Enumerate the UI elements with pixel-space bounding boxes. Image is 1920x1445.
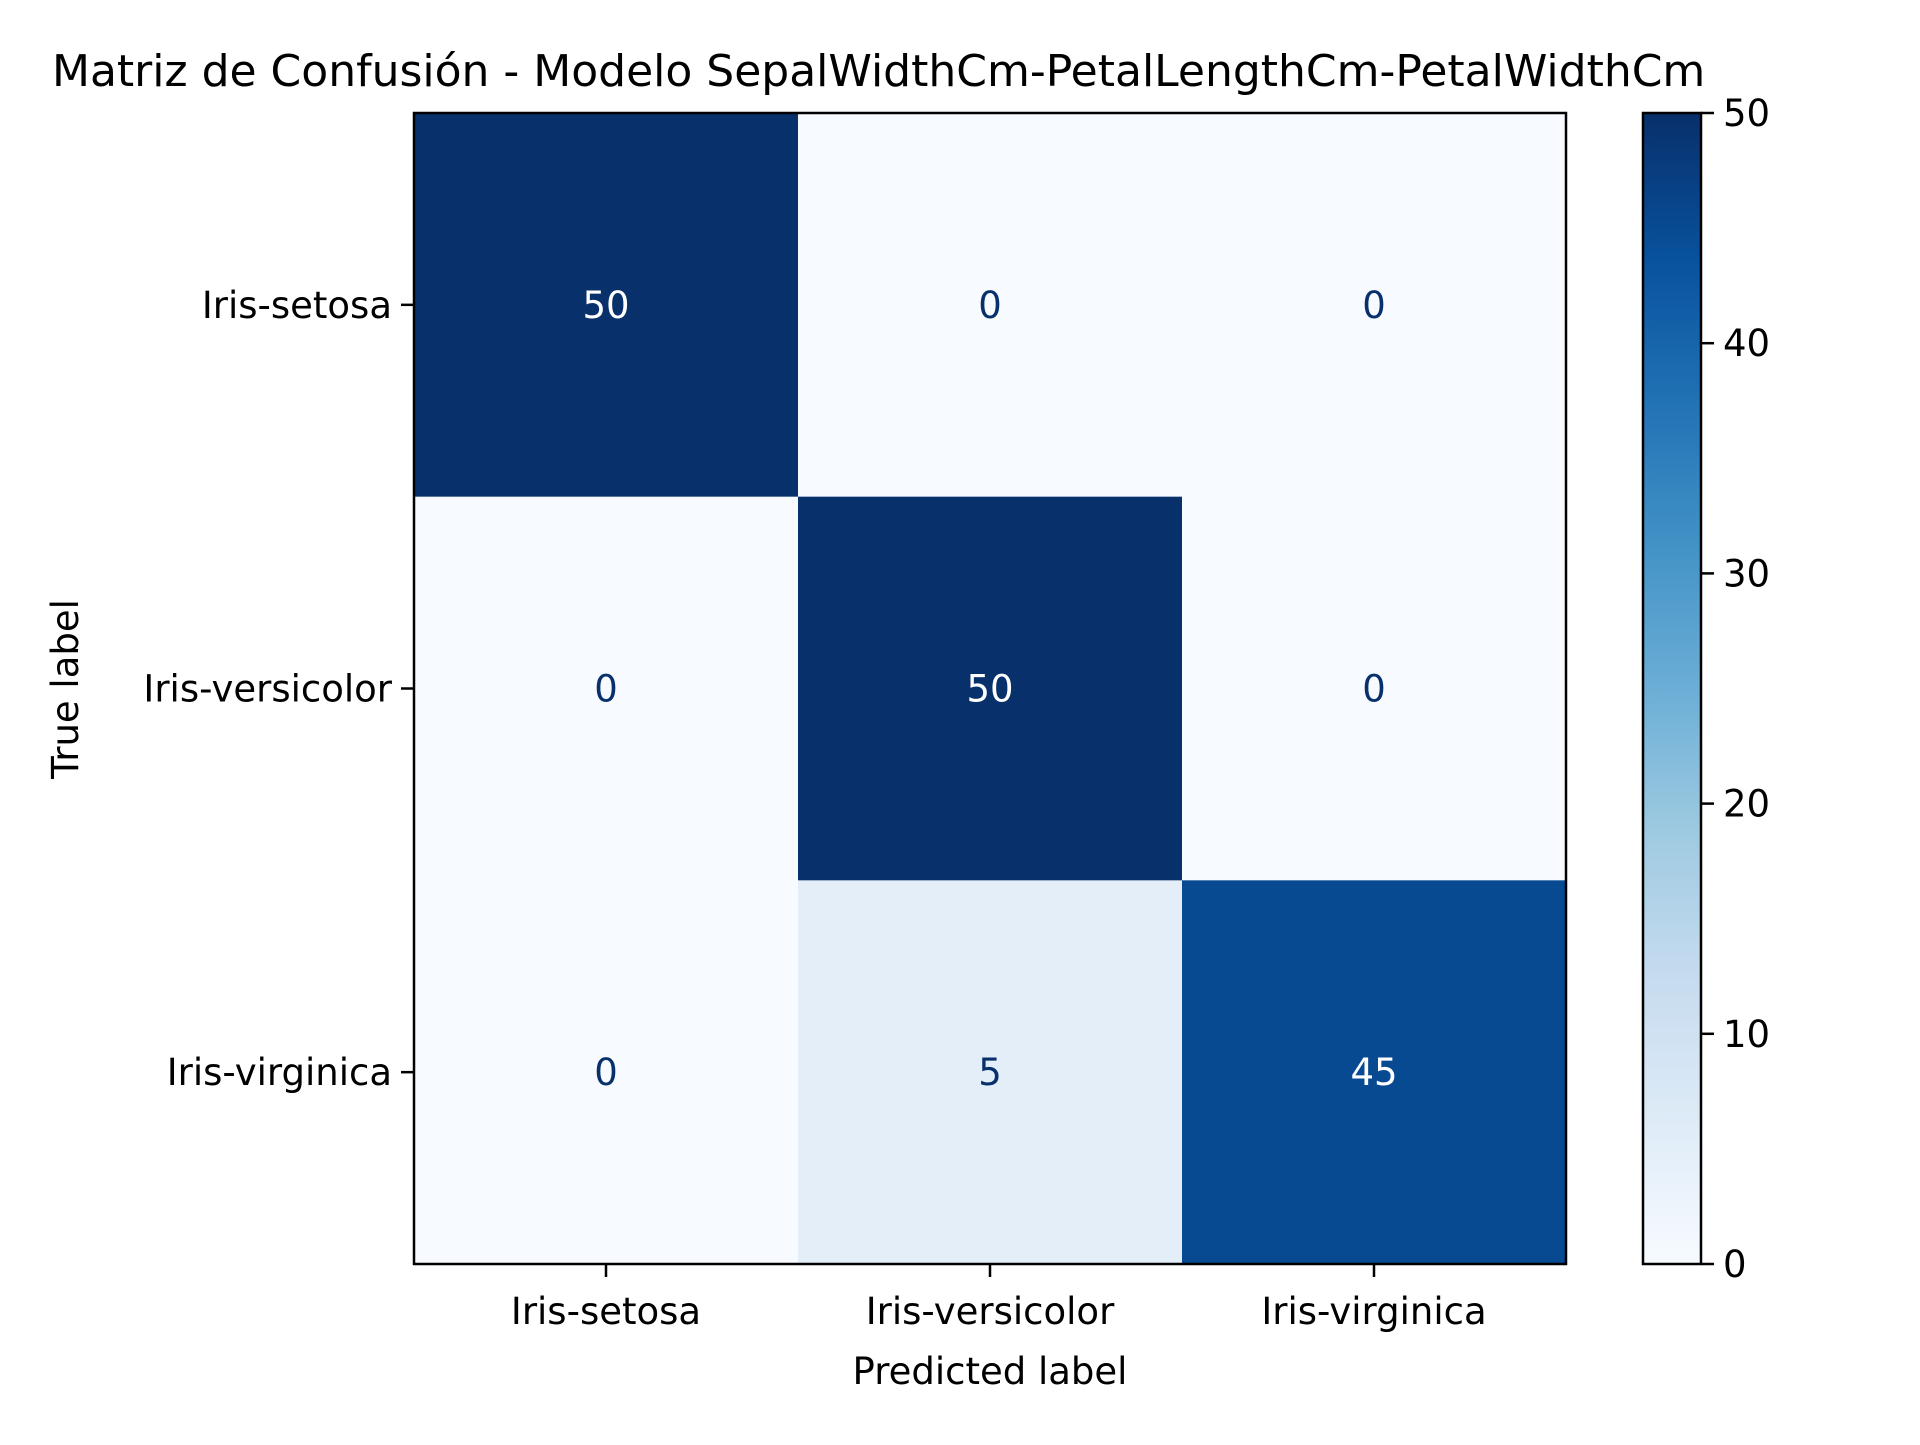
heatmap-cell [798, 880, 1183, 1265]
colorbar-tick-label: 0 [1723, 1243, 1747, 1286]
cell-value-label: 0 [594, 1051, 618, 1094]
colorbar [1641, 111, 1703, 1266]
y-axis-ticks: Iris-setosa Iris-versicolor Iris-virginica [143, 284, 414, 1094]
colorbar-tick-label: 50 [1723, 92, 1770, 135]
y-tick-label: Iris-setosa [202, 284, 392, 327]
colorbar-tick-label: 30 [1723, 552, 1770, 595]
colorbar-tick-label: 40 [1723, 322, 1770, 365]
cell-value-label: 0 [978, 284, 1002, 327]
cell-value-label: 0 [1362, 668, 1386, 711]
colorbar-ticks: 0 10 20 30 40 50 [1701, 92, 1770, 1286]
colorbar-tick-label: 20 [1723, 783, 1770, 826]
y-tick-label: Iris-virginica [167, 1051, 392, 1094]
heatmap-cells: 50 0 0 0 50 0 0 5 45 [414, 113, 1567, 1265]
x-axis-ticks: Iris-setosa Iris-versicolor Iris-virginica [511, 1264, 1487, 1333]
heatmap-cell [798, 496, 1183, 881]
heatmap-cell [798, 113, 1183, 498]
x-tick-label: Iris-setosa [511, 1290, 701, 1333]
heatmap-cell [1182, 496, 1567, 881]
x-tick-label: Iris-virginica [1261, 1290, 1486, 1333]
heatmap-cell [414, 496, 799, 881]
chart-title: Matriz de Confusión - Modelo SepalWidthC… [52, 46, 1705, 97]
heatmap-cell [1182, 880, 1567, 1265]
cell-value-label: 0 [594, 668, 618, 711]
cell-value-label: 50 [966, 668, 1013, 711]
x-axis-label: Predicted label [853, 1350, 1128, 1393]
cell-value-label: 45 [1350, 1051, 1397, 1094]
cell-value-label: 5 [978, 1051, 1002, 1094]
heatmap-cell [1182, 113, 1567, 498]
y-tick-label: Iris-versicolor [143, 668, 392, 711]
colorbar-tick-label: 10 [1723, 1013, 1770, 1056]
heatmap-cell [414, 880, 799, 1265]
cell-value-label: 50 [582, 284, 629, 327]
y-axis-label: True label [44, 599, 87, 780]
heatmap-cell [414, 113, 799, 498]
x-tick-label: Iris-versicolor [866, 1290, 1115, 1333]
cell-value-label: 0 [1362, 284, 1386, 327]
